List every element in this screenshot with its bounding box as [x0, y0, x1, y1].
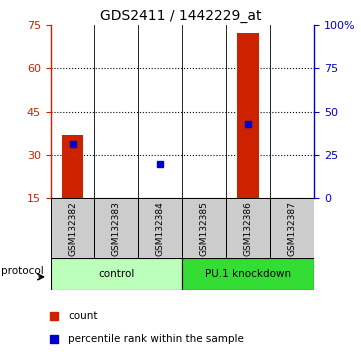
Bar	[61, 135, 83, 198]
Text: GSM132387: GSM132387	[288, 201, 297, 256]
Text: percentile rank within the sample: percentile rank within the sample	[68, 334, 244, 344]
Bar	[270, 198, 314, 258]
Bar	[182, 258, 314, 290]
Text: GSM132386: GSM132386	[244, 201, 253, 256]
Text: GDS2411 / 1442229_at: GDS2411 / 1442229_at	[100, 9, 261, 23]
Text: GSM132384: GSM132384	[156, 201, 165, 256]
Text: GSM132383: GSM132383	[112, 201, 121, 256]
Bar	[226, 198, 270, 258]
Bar	[237, 33, 259, 198]
Text: GSM132382: GSM132382	[68, 201, 77, 256]
Text: control: control	[98, 269, 135, 279]
Text: PU.1 knockdown: PU.1 knockdown	[205, 269, 291, 279]
Bar	[138, 198, 182, 258]
Text: GSM132385: GSM132385	[200, 201, 209, 256]
Bar	[95, 198, 138, 258]
Bar	[51, 198, 95, 258]
Text: protocol: protocol	[1, 266, 44, 276]
Bar	[51, 258, 182, 290]
Text: count: count	[68, 311, 98, 321]
Bar	[182, 198, 226, 258]
